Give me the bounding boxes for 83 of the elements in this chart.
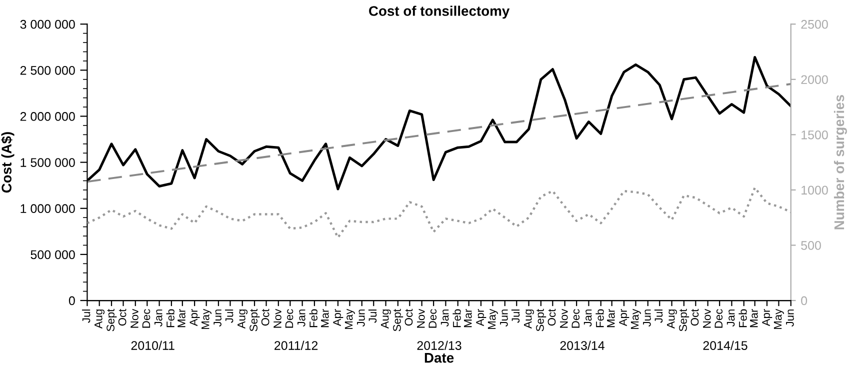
text: 2010/11: [131, 340, 174, 350]
x-tick-label: Feb: [738, 309, 747, 328]
x-tick-label: Jun: [357, 310, 365, 327]
x-tick-label: Feb: [166, 309, 174, 328]
x-tick-label: May: [488, 308, 498, 329]
x-tick-label: Jul: [82, 310, 90, 323]
y2-tick-label: 500: [801, 241, 821, 250]
x-tick-label: Jan: [440, 310, 449, 327]
y-tick-label: 2 500 000: [20, 66, 75, 75]
x-tick-label: Nov: [417, 308, 425, 328]
line-series: [87, 186, 791, 239]
text: 2014/15: [703, 340, 748, 350]
x-tick-label: Dec: [285, 309, 294, 328]
x-tick-label: Aug: [94, 310, 105, 329]
x-tick-label: Feb: [452, 309, 461, 328]
x-tick-label: Jun: [786, 310, 794, 327]
x-tick-label: Feb: [596, 309, 604, 328]
x-tick-label: Jan: [584, 310, 592, 327]
x-tick-label: Mar: [321, 309, 329, 328]
x-tick-label: Apr: [333, 309, 344, 326]
y-tick-label: 2 000 000: [20, 112, 75, 121]
x-tick-label: Sept: [106, 308, 117, 332]
x-tick-label: Oct: [404, 308, 413, 326]
y2-tick-label: 2000: [801, 75, 828, 84]
x-tick-label: Sept: [679, 308, 690, 332]
x-tick-label: Jun: [214, 310, 222, 327]
x-axis-title: Date: [424, 353, 454, 363]
y-tick-label: 1 000 000: [20, 204, 75, 214]
y-axis-title: Cost (A$): [1, 132, 14, 193]
x-tick-label: Mar: [464, 309, 472, 328]
x-tick-label: Jan: [154, 310, 162, 327]
x-tick-label: Feb: [309, 309, 318, 328]
x-tick-label: Aug: [238, 310, 248, 329]
x-tick-label: Sept: [250, 308, 260, 332]
x-tick-label: Nov: [703, 308, 711, 328]
y-tick-label: 500 000: [30, 250, 75, 260]
x-tick-label: Sept: [393, 308, 404, 332]
x-tick-label: May: [630, 308, 641, 329]
y2-tick-label: 2500: [801, 20, 828, 29]
x-tick-label: Dec: [572, 309, 580, 328]
x-tick-label: Mar: [607, 309, 615, 328]
x-tick-label: Mar: [750, 309, 758, 328]
x-tick-label: Aug: [380, 310, 391, 329]
x-tick-label: Jan: [726, 310, 735, 327]
x-tick-label: Jul: [368, 310, 377, 323]
x-tick-label: Aug: [524, 310, 534, 329]
x-tick-label: Nov: [274, 308, 282, 328]
x-tick-label: Oct: [118, 308, 126, 326]
x-tick-label: May: [344, 308, 355, 329]
y-tick-label: 1 500 000: [20, 158, 75, 167]
x-tick-label: Apr: [619, 309, 630, 326]
x-tick-label: Jul: [225, 310, 234, 323]
y2-axis-title: Number of surgeries: [834, 94, 847, 230]
x-tick-label: Nov: [130, 308, 138, 328]
text: 2012/13: [417, 340, 462, 350]
x-tick-label: Oct: [690, 308, 699, 326]
text: 2011/12: [274, 340, 318, 350]
x-tick-label: Sept: [536, 308, 546, 332]
y2-tick-label: 1000: [802, 186, 828, 195]
x-tick-label: Nov: [560, 308, 568, 328]
x-tick-label: Dec: [428, 309, 437, 328]
x-tick-label: Jul: [654, 310, 663, 323]
x-tick-label: Apr: [476, 309, 486, 326]
x-tick-label: Jun: [643, 310, 651, 327]
x-tick-label: Oct: [261, 308, 270, 326]
y2-tick-label: 1500: [802, 130, 828, 140]
x-tick-label: May: [202, 308, 212, 329]
x-tick-label: Jan: [298, 310, 306, 327]
x-tick-label: Dec: [714, 309, 723, 328]
y-tick-label: 0: [68, 296, 75, 306]
x-tick-label: Jul: [511, 310, 520, 323]
x-tick-label: Mar: [178, 309, 186, 328]
y2-tick-label: 0: [801, 296, 808, 306]
x-tick-label: Oct: [548, 308, 556, 326]
x-tick-label: Apr: [190, 309, 200, 326]
x-tick-label: Dec: [142, 309, 150, 328]
x-tick-label: Aug: [667, 310, 677, 329]
x-tick-label: Apr: [762, 309, 772, 326]
chart-title: Cost of tonsillectomy: [369, 6, 510, 19]
text: 2013/14: [560, 340, 604, 350]
x-tick-label: Jun: [500, 310, 508, 327]
y-tick-label: 3 000 000: [20, 20, 75, 29]
x-tick-label: May: [774, 308, 784, 329]
